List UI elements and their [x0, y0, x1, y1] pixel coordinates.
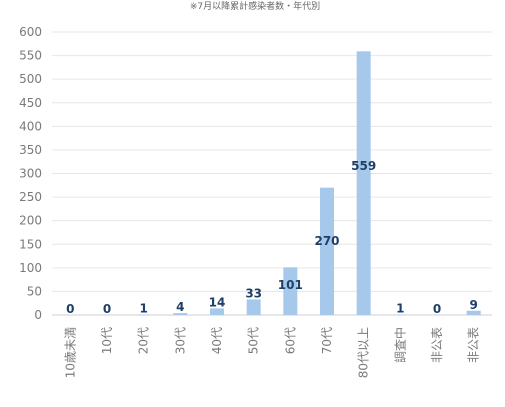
- x-tick-label: 10歳未満: [63, 327, 77, 378]
- data-label: 1: [396, 302, 404, 316]
- y-tick-label: 100: [19, 261, 42, 275]
- data-label: 0: [103, 302, 111, 316]
- x-tick-label: 20代: [137, 327, 151, 354]
- data-label: 0: [433, 302, 441, 316]
- x-tick-label: 30代: [173, 327, 187, 354]
- x-tick-label: 非公表: [467, 327, 481, 363]
- x-tick-label: 調査中: [392, 327, 407, 363]
- x-tick-label: 80代以上: [357, 327, 371, 378]
- data-label: 270: [314, 234, 339, 248]
- y-tick-label: 200: [19, 214, 42, 228]
- y-tick-label: 600: [19, 25, 42, 39]
- y-tick-label: 250: [19, 190, 42, 204]
- y-tick-label: 300: [19, 167, 42, 181]
- y-tick-label: 400: [19, 119, 42, 133]
- data-label: 33: [245, 286, 262, 300]
- data-label: 9: [469, 298, 477, 312]
- bar: [466, 310, 481, 315]
- x-tick-label: 70代: [320, 327, 334, 354]
- x-tick-label: 50代: [247, 327, 261, 354]
- y-tick-label: 500: [19, 72, 42, 86]
- bar: [246, 299, 261, 315]
- data-label: 14: [209, 295, 226, 309]
- bar: [356, 51, 371, 316]
- bars: [136, 51, 481, 316]
- y-tick-label: 350: [19, 143, 42, 157]
- x-tick-label: 非公表: [430, 327, 444, 363]
- bar: [210, 308, 224, 315]
- gridlines: [52, 31, 492, 316]
- x-tick-label: 40代: [210, 327, 224, 354]
- data-label: 559: [351, 159, 376, 173]
- y-tick-label: 0: [34, 308, 42, 322]
- data-label: 4: [176, 300, 184, 314]
- data-label: 1: [139, 302, 147, 316]
- y-tick-label: 450: [19, 96, 42, 110]
- x-tick-label: 10代: [100, 327, 114, 354]
- data-label: 0: [66, 302, 74, 316]
- x-axis-ticks: 10歳未満 10代 20代 30代 40代 50代 60代 70代 80代以上 調査中 非公表 非公表: [63, 327, 480, 378]
- chart-title: ※7月以降累計感染者数・年代別: [190, 0, 320, 12]
- y-tick-label: 550: [19, 49, 42, 63]
- bar: [283, 267, 298, 315]
- y-axis-ticks: 0 50 100 150 200 250 300 350 400 450 500 550 600: [19, 25, 42, 322]
- y-tick-label: 150: [19, 237, 42, 251]
- data-label: 101: [278, 278, 303, 292]
- bar: [173, 313, 188, 315]
- bar: [320, 187, 334, 315]
- x-tick-label: 60代: [283, 327, 297, 354]
- y-tick-label: 50: [27, 284, 42, 298]
